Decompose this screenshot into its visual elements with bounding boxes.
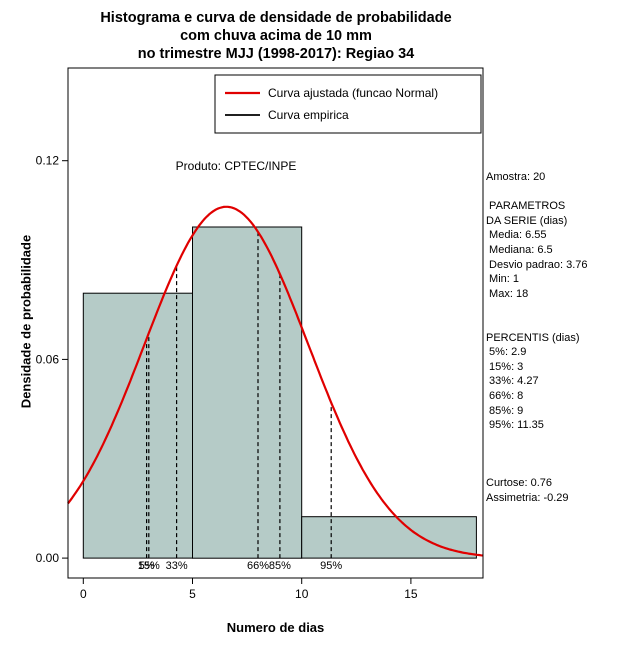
x-tick-label: 15 xyxy=(404,587,418,601)
stats-panel: Amostra: 20 PARAMETROSDA SERIE (dias) Me… xyxy=(486,170,588,506)
y-axis-title: Densidade de probabilidade xyxy=(19,67,34,577)
stats-line xyxy=(486,433,588,448)
percentile-label: 15% xyxy=(138,560,160,572)
stats-line xyxy=(486,301,588,316)
stats-line: Min: 1 xyxy=(486,272,588,287)
legend-item-label: Curva ajustada (funcao Normal) xyxy=(268,86,438,100)
stats-line: Assimetria: -0.29 xyxy=(486,491,588,506)
title-line: Histograma e curva de densidade de proba… xyxy=(0,9,552,27)
stats-line: 95%: 11.35 xyxy=(486,418,588,433)
stats-line xyxy=(486,185,588,200)
stats-line: Media: 6.55 xyxy=(486,228,588,243)
stats-line: 33%: 4.27 xyxy=(486,374,588,389)
stats-line: 5%: 2.9 xyxy=(486,345,588,360)
x-tick-label: 10 xyxy=(295,587,309,601)
stats-line: Amostra: 20 xyxy=(486,170,588,185)
stats-line xyxy=(486,316,588,331)
stats-line: 15%: 3 xyxy=(486,360,588,375)
percentile-label: 66% xyxy=(247,560,269,572)
percentile-label: 85% xyxy=(269,560,291,572)
y-tick-label: 0.00 xyxy=(36,551,60,565)
stats-line: PARAMETROS xyxy=(486,199,588,214)
x-tick-label: 5 xyxy=(189,587,196,601)
legend-box xyxy=(215,75,481,133)
product-label: Produto: CPTEC/INPE xyxy=(176,159,297,173)
stats-line: Desvio padrao: 3.76 xyxy=(486,258,588,273)
title-line: com chuva acima de 10 mm xyxy=(0,27,552,45)
histogram-bar xyxy=(302,517,477,558)
y-tick-label: 0.06 xyxy=(36,352,60,366)
percentile-label: 33% xyxy=(166,560,188,572)
legend-item-label: Curva empirica xyxy=(268,108,349,122)
chart-title: Histograma e curva de densidade de proba… xyxy=(0,9,552,63)
stats-line: DA SERIE (dias) xyxy=(486,214,588,229)
stats-line: Mediana: 6.5 xyxy=(486,243,588,258)
stats-line xyxy=(486,462,588,477)
title-line: no trimestre MJJ (1998-2017): Regiao 34 xyxy=(0,45,552,63)
stats-line: Max: 18 xyxy=(486,287,588,302)
stats-line: Curtose: 0.76 xyxy=(486,476,588,491)
histogram-bar xyxy=(193,227,302,558)
x-tick-label: 0 xyxy=(80,587,87,601)
figure-histogram-density: 5%15%33%66%85%95%0510150.000.060.12Curva… xyxy=(0,0,640,660)
stats-line: PERCENTIS (dias) xyxy=(486,331,588,346)
percentile-label: 95% xyxy=(320,560,342,572)
stats-line: 66%: 8 xyxy=(486,389,588,404)
x-axis-title: Numero de dias xyxy=(68,620,483,635)
stats-line xyxy=(486,447,588,462)
y-tick-label: 0.12 xyxy=(36,154,60,168)
stats-line: 85%: 9 xyxy=(486,404,588,419)
